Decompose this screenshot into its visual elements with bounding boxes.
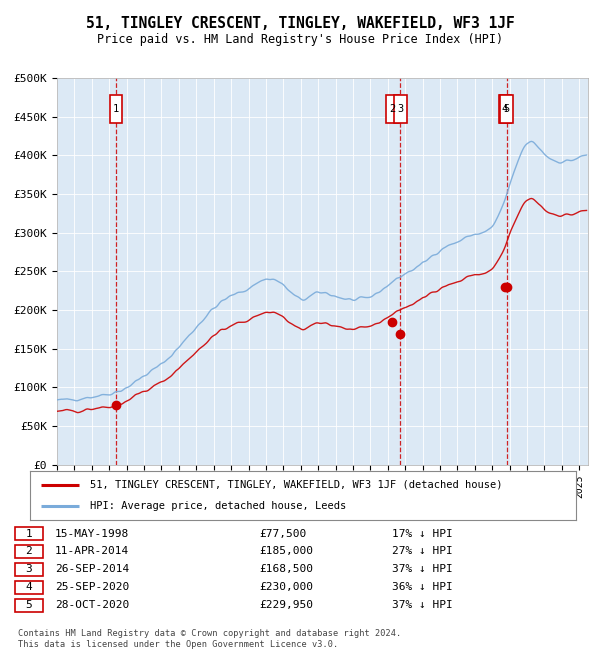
Text: £185,000: £185,000 [260, 547, 314, 556]
Text: 37% ↓ HPI: 37% ↓ HPI [392, 564, 453, 575]
Text: 4: 4 [25, 582, 32, 592]
Text: 25-SEP-2020: 25-SEP-2020 [55, 582, 130, 592]
Text: 37% ↓ HPI: 37% ↓ HPI [392, 601, 453, 610]
Text: £77,500: £77,500 [260, 528, 307, 538]
Text: £229,950: £229,950 [260, 601, 314, 610]
Text: £168,500: £168,500 [260, 564, 314, 575]
Text: 26-SEP-2014: 26-SEP-2014 [55, 564, 130, 575]
Text: 3: 3 [397, 104, 404, 114]
Text: HPI: Average price, detached house, Leeds: HPI: Average price, detached house, Leed… [90, 501, 346, 512]
Text: 4: 4 [502, 104, 508, 114]
Text: 36% ↓ HPI: 36% ↓ HPI [392, 582, 453, 592]
Text: 28-OCT-2020: 28-OCT-2020 [55, 601, 130, 610]
FancyBboxPatch shape [15, 563, 43, 576]
Text: £230,000: £230,000 [260, 582, 314, 592]
Text: 5: 5 [25, 601, 32, 610]
Text: 51, TINGLEY CRESCENT, TINGLEY, WAKEFIELD, WF3 1JF (detached house): 51, TINGLEY CRESCENT, TINGLEY, WAKEFIELD… [90, 480, 503, 490]
FancyBboxPatch shape [394, 95, 407, 123]
Text: 2: 2 [389, 104, 395, 114]
Text: 1: 1 [25, 528, 32, 538]
Text: Contains HM Land Registry data © Crown copyright and database right 2024.
This d: Contains HM Land Registry data © Crown c… [18, 629, 401, 649]
FancyBboxPatch shape [110, 95, 122, 123]
FancyBboxPatch shape [15, 545, 43, 558]
FancyBboxPatch shape [15, 599, 43, 612]
FancyBboxPatch shape [499, 95, 511, 123]
FancyBboxPatch shape [15, 581, 43, 594]
Text: 27% ↓ HPI: 27% ↓ HPI [392, 547, 453, 556]
Text: 5: 5 [503, 104, 509, 114]
Text: 15-MAY-1998: 15-MAY-1998 [55, 528, 130, 538]
FancyBboxPatch shape [386, 95, 398, 123]
Text: 17% ↓ HPI: 17% ↓ HPI [392, 528, 453, 538]
Text: 51, TINGLEY CRESCENT, TINGLEY, WAKEFIELD, WF3 1JF: 51, TINGLEY CRESCENT, TINGLEY, WAKEFIELD… [86, 16, 514, 31]
FancyBboxPatch shape [500, 95, 512, 123]
Text: 2: 2 [25, 547, 32, 556]
Text: 3: 3 [25, 564, 32, 575]
Text: 1: 1 [113, 104, 119, 114]
Text: 11-APR-2014: 11-APR-2014 [55, 547, 130, 556]
Text: Price paid vs. HM Land Registry's House Price Index (HPI): Price paid vs. HM Land Registry's House … [97, 32, 503, 46]
FancyBboxPatch shape [15, 527, 43, 540]
